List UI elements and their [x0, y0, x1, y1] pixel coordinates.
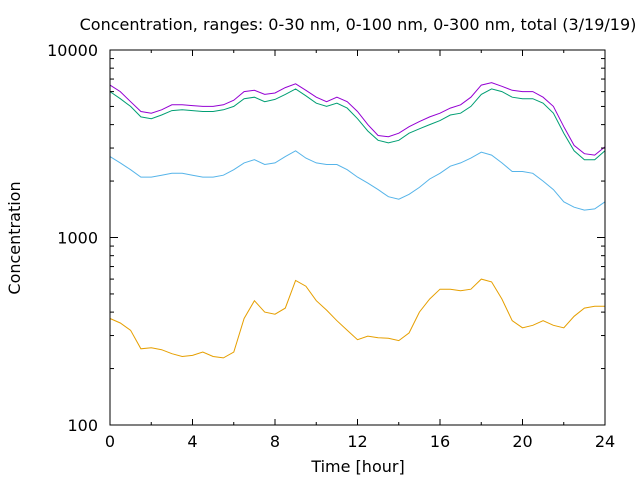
plot-border: [109, 49, 606, 426]
x-tick-label: 16: [430, 432, 450, 451]
y-tick-label: 1000: [57, 229, 98, 248]
series-line-1: [109, 278, 605, 359]
y-tick-label: 100: [67, 416, 98, 435]
series-layer: [109, 82, 606, 359]
x-tick-label: 12: [347, 432, 367, 451]
x-tick-label: 20: [512, 432, 532, 451]
y-axis-ticks: 100 1000 10000: [47, 41, 605, 435]
x-tick-label: 0: [105, 432, 115, 451]
x-tick-label: 24: [595, 432, 615, 451]
chart-title: Concentration, ranges: 0-30 nm, 0-100 nm…: [80, 15, 637, 34]
series-line-2: [109, 150, 606, 211]
x-axis-label: Time [hour]: [310, 457, 404, 476]
x-axis-ticks: 0 4 8 12 16 20 24: [105, 50, 615, 451]
series-line-4: [109, 82, 606, 156]
y-axis-label: Concentration: [5, 181, 24, 294]
x-tick-label: 8: [270, 432, 280, 451]
series-line-3: [109, 88, 606, 161]
y-tick-label: 10000: [47, 41, 98, 60]
x-tick-label: 4: [187, 432, 197, 451]
